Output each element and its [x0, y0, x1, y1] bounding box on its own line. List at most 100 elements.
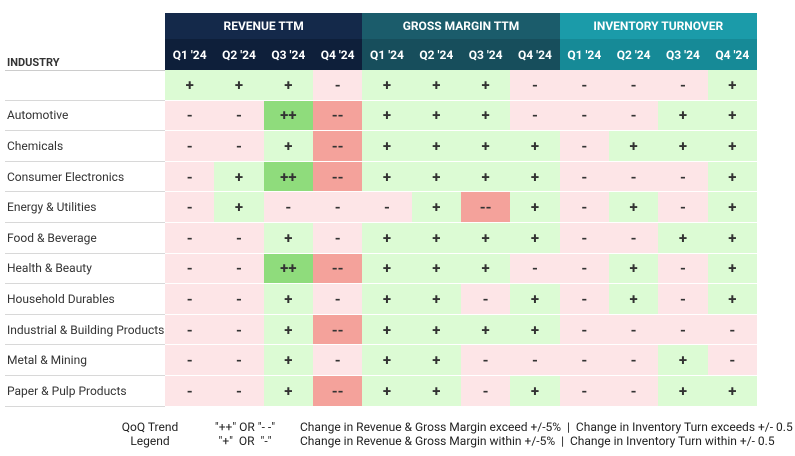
- trend-cell: +: [263, 223, 313, 254]
- trend-cell: -: [608, 376, 659, 407]
- trend-cell: -: [658, 284, 708, 315]
- trend-cell: +: [411, 192, 461, 223]
- industry-cell: Energy & Utilities: [5, 192, 165, 223]
- trend-cell: -: [658, 70, 708, 101]
- trend-cell: -: [214, 345, 264, 376]
- trend-cell: -: [165, 100, 215, 132]
- trend-cell: -: [608, 100, 659, 132]
- trend-cell: +: [460, 131, 511, 162]
- quarter-header: Q3 '24: [263, 39, 313, 70]
- industry-cell: Health & Beauty: [5, 254, 165, 285]
- trend-cell: +: [460, 314, 511, 346]
- trend-cell: +: [608, 253, 659, 285]
- trend-cell: +: [362, 314, 412, 346]
- trend-cell: +: [362, 131, 412, 162]
- trend-cell: ++: [263, 253, 313, 285]
- trend-cell: +: [411, 223, 461, 254]
- trend-cell: +: [411, 131, 461, 162]
- trend-cell: -: [510, 253, 560, 285]
- trend-cell: +: [707, 284, 757, 315]
- trend-cell: -: [165, 161, 215, 193]
- trend-cell: -: [165, 223, 215, 254]
- trend-cell: +: [263, 376, 313, 407]
- trend-cell: -: [608, 223, 659, 254]
- legend-description: Change in Revenue & Gross Margin exceed …: [300, 420, 793, 434]
- trend-cell: -: [165, 376, 215, 407]
- group-header: INVENTORY TURNOVER: [559, 13, 757, 39]
- trend-cell: +: [510, 284, 560, 315]
- trend-cell: +: [411, 70, 461, 101]
- trend-cell: -: [608, 161, 659, 193]
- trend-cell: -: [658, 253, 708, 285]
- trend-cell: +: [263, 314, 313, 346]
- trend-cell: +: [165, 70, 215, 101]
- trend-cell: +: [214, 70, 264, 101]
- industry-cell: Chemicals: [5, 131, 165, 162]
- trend-cell: ++: [263, 100, 313, 132]
- trend-cell: +: [460, 223, 511, 254]
- trend-cell: +: [460, 253, 511, 285]
- trend-cell: +: [362, 253, 412, 285]
- legend-symbol: "+" OR "-": [218, 434, 272, 448]
- quarter-header: Q4 '24: [707, 39, 757, 70]
- trend-cell: -: [658, 161, 708, 193]
- quarter-header: Q3 '24: [658, 39, 708, 70]
- legend-title: Legend: [130, 434, 170, 448]
- trend-cell: +: [411, 161, 461, 193]
- trend-cell: -: [165, 253, 215, 285]
- trend-cell: -: [559, 314, 609, 346]
- trend-cell: +: [707, 70, 757, 101]
- trend-cell: +: [263, 345, 313, 376]
- trend-cell: -: [658, 192, 708, 223]
- trend-cell: -: [165, 314, 215, 346]
- trend-cell: +: [658, 100, 708, 132]
- trend-cell: +: [510, 161, 560, 193]
- quarter-header: Q1 '24: [165, 39, 215, 70]
- header-divider: [5, 70, 165, 71]
- legend-symbol: "++" OR "- -": [214, 420, 276, 434]
- trend-cell: -: [559, 253, 609, 285]
- trend-cell: -: [165, 284, 215, 315]
- quarter-header: Q4 '24: [312, 39, 363, 70]
- trend-cell: -: [559, 161, 609, 193]
- legend-title: QoQ Trend: [121, 420, 179, 434]
- trend-cell: -: [559, 376, 609, 407]
- trend-cell: +: [411, 314, 461, 346]
- trend-cell: --: [312, 376, 363, 407]
- trend-cell: +: [362, 223, 412, 254]
- quarter-header: Q1 '24: [559, 39, 609, 70]
- trend-cell: +: [460, 100, 511, 132]
- trend-cell: +: [658, 345, 708, 376]
- trend-cell: -: [263, 192, 313, 223]
- quarter-header: Q4 '24: [510, 39, 560, 70]
- trend-cell: --: [312, 131, 363, 162]
- trend-cell: --: [312, 314, 363, 346]
- trend-cell: +: [608, 131, 659, 162]
- trend-cell: +: [263, 131, 313, 162]
- trend-cell: -: [559, 131, 609, 162]
- trend-cell: -: [312, 70, 363, 101]
- group-header: GROSS MARGIN TTM: [362, 13, 560, 39]
- trend-cell: +: [362, 345, 412, 376]
- trend-cell: -: [312, 192, 363, 223]
- trend-cell: -: [707, 345, 757, 376]
- trend-cell: +: [707, 253, 757, 285]
- trend-cell: +: [263, 284, 313, 315]
- trend-cell: -: [214, 376, 264, 407]
- trend-cell: +: [362, 100, 412, 132]
- trend-cell: +: [707, 161, 757, 193]
- trend-cell: +: [263, 70, 313, 101]
- trend-cell: -: [510, 100, 560, 132]
- trend-cell: +: [362, 161, 412, 193]
- trend-cell: +: [658, 223, 708, 254]
- trend-cell: -: [559, 345, 609, 376]
- trend-cell: +: [411, 253, 461, 285]
- trend-cell: --: [460, 192, 511, 223]
- trend-cell: --: [312, 100, 363, 132]
- industry-cell: Household Durables: [5, 284, 165, 315]
- industry-cell: Metal & Mining: [5, 345, 165, 376]
- trend-cell: +: [411, 100, 461, 132]
- trend-cell: -: [608, 345, 659, 376]
- trend-cell: -: [559, 223, 609, 254]
